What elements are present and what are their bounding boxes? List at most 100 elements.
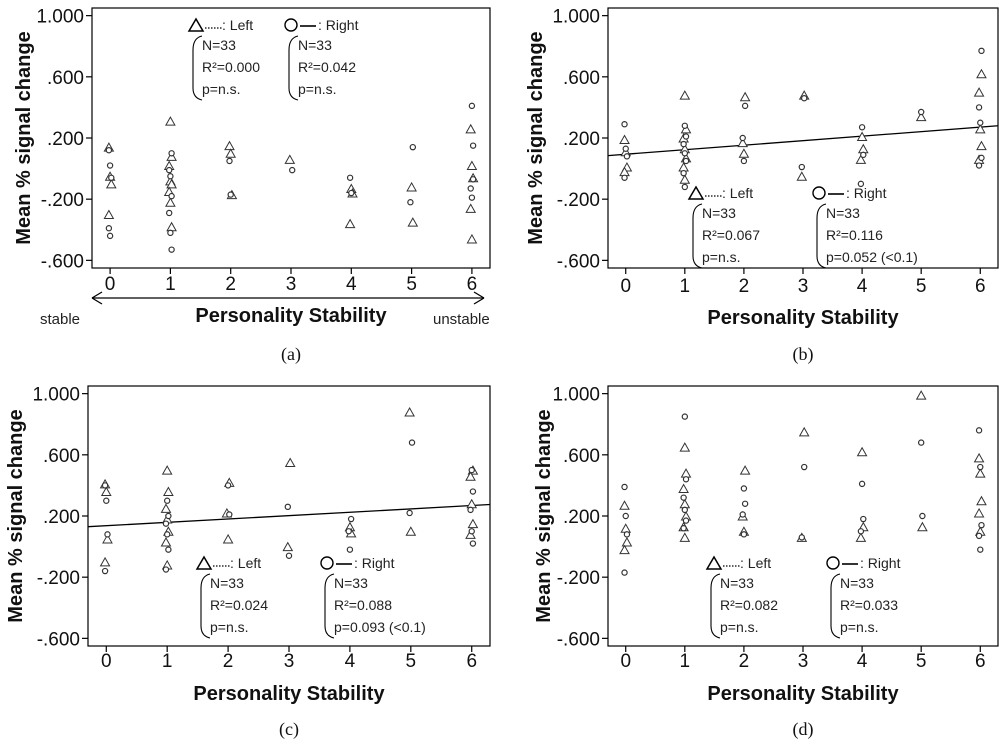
stat-p: p=n.s. (202, 81, 241, 97)
point-right (163, 531, 171, 538)
point-left (466, 160, 478, 171)
point-right (105, 147, 113, 154)
point-right (469, 142, 477, 149)
x-tick-label: 6 (975, 276, 986, 297)
point-right (101, 482, 109, 489)
stat-p: p=n.s. (720, 619, 759, 635)
plot-frame (91, 7, 491, 269)
point-right (977, 546, 984, 553)
point-left (976, 68, 987, 79)
x-tick-label: 3 (798, 276, 809, 297)
point-left (855, 532, 867, 542)
y-tick-label: 1.000 (36, 7, 84, 28)
x-axis-label: Personality Stability (707, 683, 899, 705)
point-right (168, 150, 175, 157)
point-right (682, 517, 690, 524)
point-right (917, 439, 925, 446)
x-tick-label: 4 (345, 651, 356, 672)
legend-label: : Left (230, 555, 261, 571)
point-left (465, 123, 477, 134)
panel-d: 1.000 .600 .200 -.200 -.600 0 1 2 3 4 5 6 Mean % sig… (533, 385, 999, 740)
point-left (679, 532, 691, 542)
point-right (467, 185, 474, 192)
stat-n: N=33 (210, 575, 244, 591)
left-stats: : Left N=33 R²=0.067 p=n.s. (687, 185, 760, 269)
point-left (973, 452, 985, 463)
point-left (160, 503, 172, 513)
point-left (99, 556, 111, 567)
point-right (857, 180, 865, 188)
point-right (103, 497, 110, 504)
point-left (284, 154, 296, 164)
point-left (166, 178, 177, 189)
stat-n: N=33 (826, 205, 860, 221)
point-right (682, 476, 690, 483)
point-right (348, 189, 355, 197)
point-right (857, 528, 865, 535)
stat-n: N=33 (202, 37, 236, 53)
legend-label: : Right (846, 185, 887, 201)
x-tick-label: 3 (284, 651, 295, 672)
regression-line (607, 125, 999, 157)
point-left (465, 203, 477, 213)
point-right (975, 162, 983, 169)
point-right (162, 520, 170, 527)
point-left (404, 406, 415, 417)
point-right (682, 133, 690, 140)
legend-circle-icon (320, 556, 334, 570)
panel-b: 1.000 .600 .200 -.200 -.600 0 1 2 3 4 5 6 Mean % sig… (525, 7, 999, 365)
point-left (160, 536, 172, 547)
point-right (163, 497, 171, 504)
x-tick-label: 1 (680, 651, 691, 672)
x-axis-label: Personality Stability (707, 307, 899, 329)
point-left (222, 533, 234, 544)
point-right (407, 199, 414, 206)
point-left (680, 123, 692, 134)
point-right (917, 108, 925, 116)
x-tick-label: 0 (105, 274, 116, 295)
panel-a: 1.000 .600 .200 -.200 -.600 0 1 2 3 4 5 6 Mean % sig… (13, 7, 491, 365)
y-tick-label: 1.000 (552, 385, 600, 406)
point-right (741, 500, 749, 507)
y-tick-label: -.600 (37, 629, 80, 650)
panel-caption: (b) (793, 344, 814, 365)
point-left (465, 529, 476, 539)
point-left (224, 140, 235, 151)
stat-r2: R²=0.088 (334, 597, 392, 613)
panel-caption: (d) (793, 719, 814, 740)
point-right (975, 104, 983, 111)
point-right (165, 166, 173, 174)
stability-arrow-right-head (473, 291, 485, 305)
point-left (737, 137, 749, 148)
stat-r2: R²=0.024 (210, 597, 268, 613)
point-left (406, 181, 417, 192)
point-right (798, 534, 806, 541)
point-left (796, 171, 808, 181)
right-stats: : Right N=33 R²=0.042 p=n.s. (284, 17, 359, 101)
point-right (101, 567, 109, 575)
point-left (103, 209, 115, 219)
point-left (739, 465, 751, 475)
legend-triangle-icon (187, 17, 205, 32)
point-left (466, 498, 478, 509)
right-stats: : Right N=33 R²=0.116 p=0.052 (<0.1) (812, 185, 918, 269)
y-tick-label: -.200 (41, 190, 84, 211)
stat-n: N=33 (840, 575, 874, 591)
point-right (468, 102, 476, 110)
point-right (226, 157, 233, 165)
point-left (974, 468, 986, 478)
point-right (975, 427, 983, 434)
point-right (681, 150, 689, 157)
point-right (165, 209, 173, 217)
point-right (468, 194, 476, 201)
legend-bracket (830, 573, 841, 639)
point-right (285, 552, 293, 559)
point-right (168, 192, 175, 200)
panel-caption: (a) (281, 344, 301, 365)
point-right (801, 463, 808, 471)
point-right (798, 163, 806, 171)
x-tick-label: 2 (739, 651, 750, 672)
point-left (855, 154, 867, 164)
point-left (407, 217, 419, 227)
